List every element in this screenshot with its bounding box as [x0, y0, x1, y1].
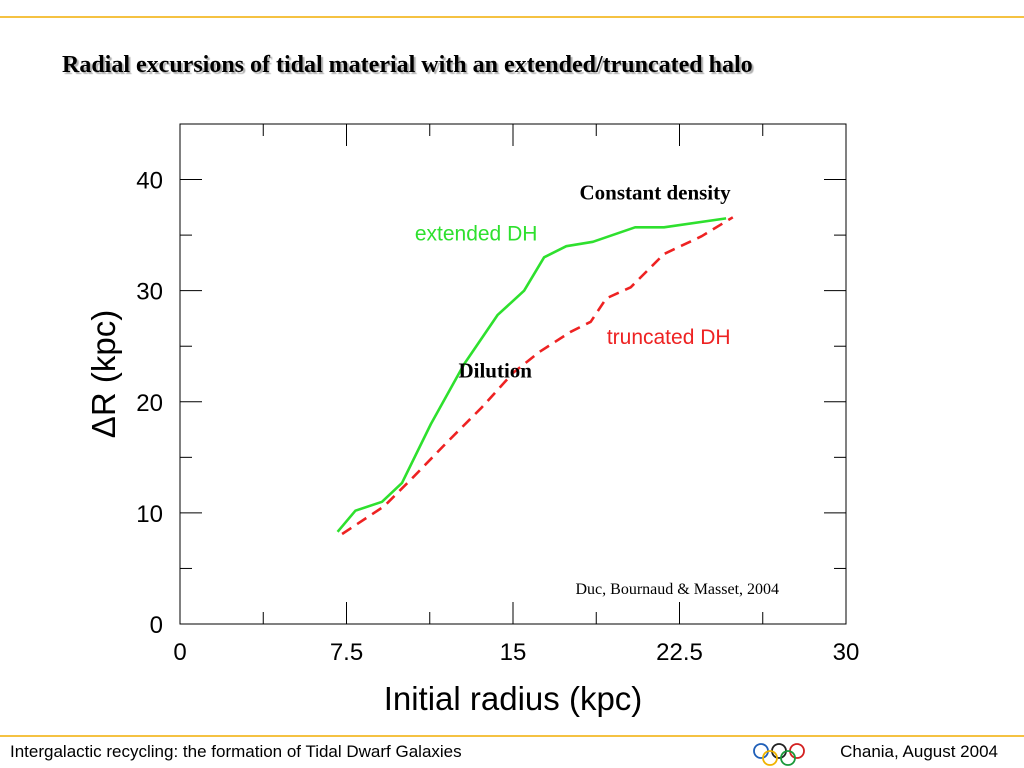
slide-title: Radial excursions of tidal material with… — [62, 52, 753, 78]
footer-right-text: Chania, August 2004 — [840, 742, 998, 761]
y-axis-label: ΔR (kpc) — [85, 310, 122, 438]
series-label: truncated DH — [607, 326, 731, 349]
x-tick-label: 15 — [500, 639, 527, 666]
series-layer — [336, 216, 734, 536]
y-tick-label: 10 — [136, 501, 163, 528]
y-tick-label: 40 — [136, 168, 163, 195]
olympic-rings-icon — [753, 743, 805, 766]
top-rule — [0, 16, 1024, 18]
bottom-rule — [0, 735, 1024, 737]
chart-annotation: Dilution — [458, 358, 532, 382]
x-tick-label: 30 — [833, 639, 860, 666]
chart-annotation: Constant density — [580, 181, 732, 205]
x-tick-label: 0 — [173, 639, 186, 666]
ticks-layer — [179, 123, 847, 625]
footer-left-text: Intergalactic recycling: the formation o… — [10, 742, 462, 761]
labels-layer: 0 7.5 15 22.5 30 0 10 20 30 40 extended DH truncate… — [136, 168, 859, 666]
x-tick-label: 22.5 — [656, 639, 703, 666]
line-chart: 0 7.5 15 22.5 30 0 10 20 30 40 extended DH truncate… — [85, 123, 859, 717]
chart-annotation: Duc, Bournaud & Masset, 2004 — [576, 581, 780, 598]
y-tick-label: 20 — [136, 390, 163, 417]
y-tick-label: 0 — [150, 612, 163, 639]
series-label: extended DH — [415, 223, 538, 246]
x-axis-label: Initial radius (kpc) — [384, 680, 643, 717]
x-tick-label: 7.5 — [330, 639, 363, 666]
series-line-extended-dh — [336, 217, 727, 533]
y-tick-label: 30 — [136, 279, 163, 306]
series-line-truncated-dh — [341, 216, 734, 536]
